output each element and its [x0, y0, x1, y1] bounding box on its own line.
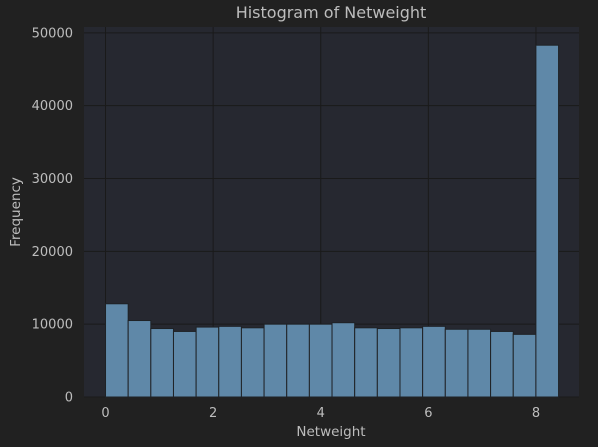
y-tick-label-5: 50000: [32, 26, 73, 41]
histogram-bar-1: [128, 321, 151, 397]
x-axis-label: Netweight: [296, 424, 365, 440]
y-tick-label-3: 30000: [32, 172, 73, 187]
y-axis-ticks: 0 10000 20000 30000 40000 50000: [32, 26, 73, 405]
histogram-bar-12: [377, 329, 400, 397]
x-tick-label-4: 8: [532, 406, 540, 421]
chart-title: Histogram of Netweight: [236, 3, 427, 22]
y-tick-label-4: 40000: [32, 99, 73, 114]
histogram-bar-19: [536, 45, 559, 397]
histogram-bar-18: [513, 334, 536, 397]
histogram-bar-7: [264, 324, 287, 397]
histogram-bar-16: [468, 329, 491, 397]
histogram-bar-14: [423, 326, 446, 397]
y-axis-label: Frequency: [8, 177, 24, 247]
x-axis-ticks: 0 2 4 6 8: [101, 406, 540, 421]
histogram-bar-8: [287, 324, 310, 397]
histogram-bar-11: [355, 328, 378, 397]
x-tick-label-1: 2: [209, 406, 217, 421]
histogram-bar-15: [445, 329, 468, 397]
histogram-bar-17: [491, 331, 514, 397]
histogram-bar-10: [332, 323, 355, 397]
histogram-bar-2: [151, 329, 174, 397]
histogram-bar-6: [241, 328, 264, 397]
y-tick-label-2: 20000: [32, 245, 73, 260]
x-tick-label-2: 4: [317, 406, 325, 421]
histogram-bar-9: [309, 324, 332, 397]
x-tick-label-3: 6: [424, 406, 432, 421]
histogram-bar-5: [219, 326, 242, 397]
y-tick-label-1: 10000: [32, 318, 73, 333]
histogram-bar-13: [400, 328, 423, 397]
x-tick-label-0: 0: [101, 406, 109, 421]
y-tick-label-0: 0: [65, 391, 73, 406]
histogram-bar-3: [173, 331, 196, 397]
histogram-bar-4: [196, 327, 219, 397]
histogram-bar-0: [106, 304, 129, 397]
